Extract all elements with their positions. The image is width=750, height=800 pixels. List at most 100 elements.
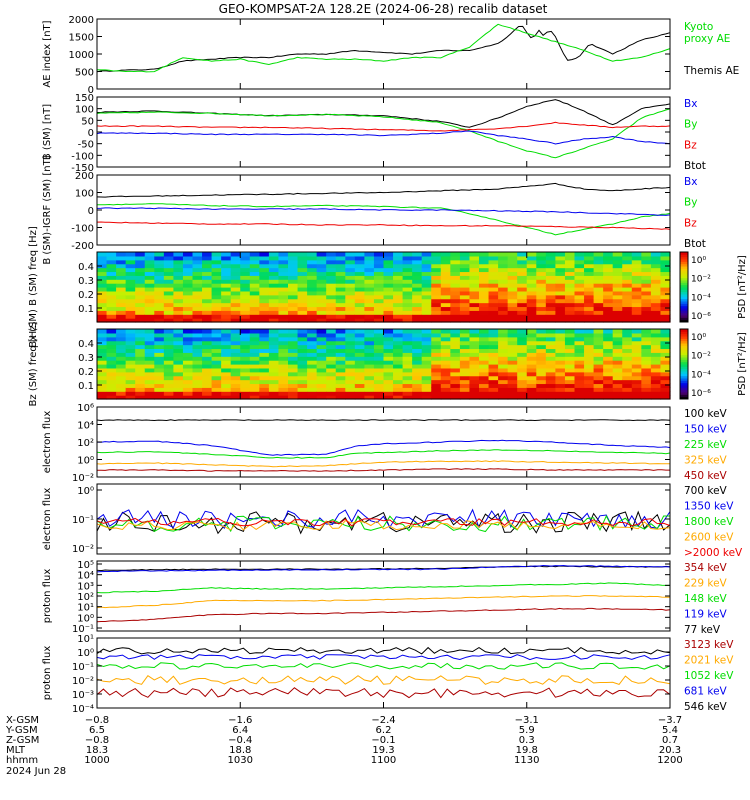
heatmap-cell bbox=[469, 379, 480, 385]
heatmap-cell bbox=[335, 294, 346, 300]
heatmap-cell bbox=[622, 340, 633, 346]
colorbar-step bbox=[680, 364, 688, 367]
heatmap-cell bbox=[326, 340, 337, 346]
heatmap-cell bbox=[536, 318, 547, 323]
heatmap-cell bbox=[326, 290, 337, 296]
y-tick-label: -100 bbox=[71, 151, 94, 162]
heatmap-cell bbox=[584, 275, 595, 280]
heatmap-cell bbox=[650, 298, 662, 304]
heatmap-cell bbox=[564, 329, 576, 334]
heatmap-cell bbox=[125, 275, 136, 280]
heatmap-cell bbox=[268, 375, 280, 381]
heatmap-cell bbox=[641, 310, 652, 315]
heatmap-cell bbox=[297, 360, 308, 365]
heatmap-cell bbox=[574, 294, 585, 300]
heatmap-cell bbox=[202, 255, 213, 261]
heatmap-cell bbox=[450, 294, 461, 300]
heatmap-cell bbox=[354, 271, 365, 276]
heatmap-cell bbox=[364, 344, 375, 350]
heatmap-cell bbox=[383, 263, 394, 269]
heatmap-cell bbox=[498, 340, 509, 346]
heatmap-cell bbox=[584, 314, 595, 319]
heatmap-cell bbox=[354, 352, 365, 357]
heatmap-cell bbox=[163, 367, 174, 373]
heatmap-cell bbox=[555, 294, 566, 300]
heatmap-cell bbox=[507, 364, 518, 369]
colorbar-step bbox=[680, 315, 688, 318]
heatmap-cell bbox=[393, 314, 404, 319]
heatmap-cell bbox=[116, 252, 127, 257]
heatmap-cell bbox=[154, 294, 165, 300]
heatmap-cell bbox=[211, 259, 222, 265]
heatmap-cell bbox=[555, 302, 566, 308]
heatmap-cell bbox=[536, 310, 547, 315]
panel-frame bbox=[96, 96, 671, 168]
heatmap-cell bbox=[268, 267, 280, 273]
x-axis-row-value: 1100 bbox=[371, 755, 396, 766]
heatmap-cell bbox=[154, 332, 165, 338]
heatmap-cell bbox=[450, 259, 461, 265]
heatmap-cell bbox=[545, 255, 556, 261]
heatmap-cell bbox=[593, 379, 604, 385]
heatmap-cell bbox=[412, 279, 423, 284]
heatmap-cell bbox=[182, 344, 194, 350]
heatmap-cell bbox=[584, 344, 595, 350]
heatmap-cell bbox=[459, 252, 471, 257]
heatmap-cell bbox=[421, 252, 432, 257]
heatmap-cell bbox=[431, 336, 442, 342]
heatmap-cell bbox=[383, 310, 394, 315]
heatmap-cell bbox=[326, 371, 337, 377]
heatmap-cell bbox=[335, 340, 346, 346]
heatmap-cell bbox=[259, 271, 270, 276]
heatmap-cell bbox=[402, 375, 413, 381]
heatmap-cell bbox=[144, 298, 155, 304]
heatmap-cell bbox=[106, 340, 117, 346]
heatmap-cell bbox=[326, 255, 337, 261]
heatmap-cell bbox=[584, 263, 595, 269]
heatmap-cell bbox=[459, 318, 471, 323]
x-axis-row-value: −3.7 bbox=[658, 715, 682, 726]
heatmap-cell bbox=[507, 348, 518, 353]
heatmap-cell bbox=[249, 356, 260, 361]
heatmap-cell bbox=[335, 367, 346, 373]
heatmap-cell bbox=[211, 290, 222, 296]
y-tick-label: 10² bbox=[77, 438, 94, 449]
heatmap-cell bbox=[135, 367, 146, 373]
heatmap-cell bbox=[249, 387, 260, 392]
heatmap-cell bbox=[259, 279, 270, 284]
colorbar-frame bbox=[679, 251, 689, 323]
heatmap-cell bbox=[240, 255, 251, 261]
heatmap-cell bbox=[211, 267, 222, 273]
heatmap-cell bbox=[230, 263, 241, 269]
heatmap-cell bbox=[545, 306, 556, 311]
heatmap-cell bbox=[507, 344, 518, 350]
y-tick-label: 2000 bbox=[69, 15, 94, 26]
heatmap-cell bbox=[383, 318, 394, 323]
heatmap-cell bbox=[202, 302, 213, 308]
heatmap-cell bbox=[288, 336, 299, 342]
legend-entry: 148 keV bbox=[684, 593, 728, 605]
heatmap-cell bbox=[612, 383, 623, 388]
heatmap-cell bbox=[593, 279, 604, 284]
heatmap-cell bbox=[536, 336, 547, 342]
heatmap-cell bbox=[536, 267, 547, 273]
heatmap-cell bbox=[469, 287, 480, 292]
colorbar-tick-label: 10⁻⁶ bbox=[691, 389, 711, 399]
heatmap-cell bbox=[431, 340, 442, 346]
heatmap-cell bbox=[393, 306, 404, 311]
heatmap-cell bbox=[564, 340, 576, 346]
heatmap-cell bbox=[154, 318, 165, 323]
heatmap-cell bbox=[345, 391, 356, 396]
heatmap-cell bbox=[163, 352, 174, 357]
heatmap-cell bbox=[259, 267, 270, 273]
heatmap-cell bbox=[622, 255, 633, 261]
heatmap-cell bbox=[173, 348, 184, 353]
heatmap-cell bbox=[316, 336, 327, 342]
heatmap-cell bbox=[459, 255, 471, 261]
heatmap-cell bbox=[469, 271, 480, 276]
heatmap-cell bbox=[507, 310, 518, 315]
heatmap-cell bbox=[622, 279, 633, 284]
heatmap-cell bbox=[373, 310, 385, 315]
heatmap-cell bbox=[555, 340, 566, 346]
heatmap-cell bbox=[603, 387, 614, 392]
